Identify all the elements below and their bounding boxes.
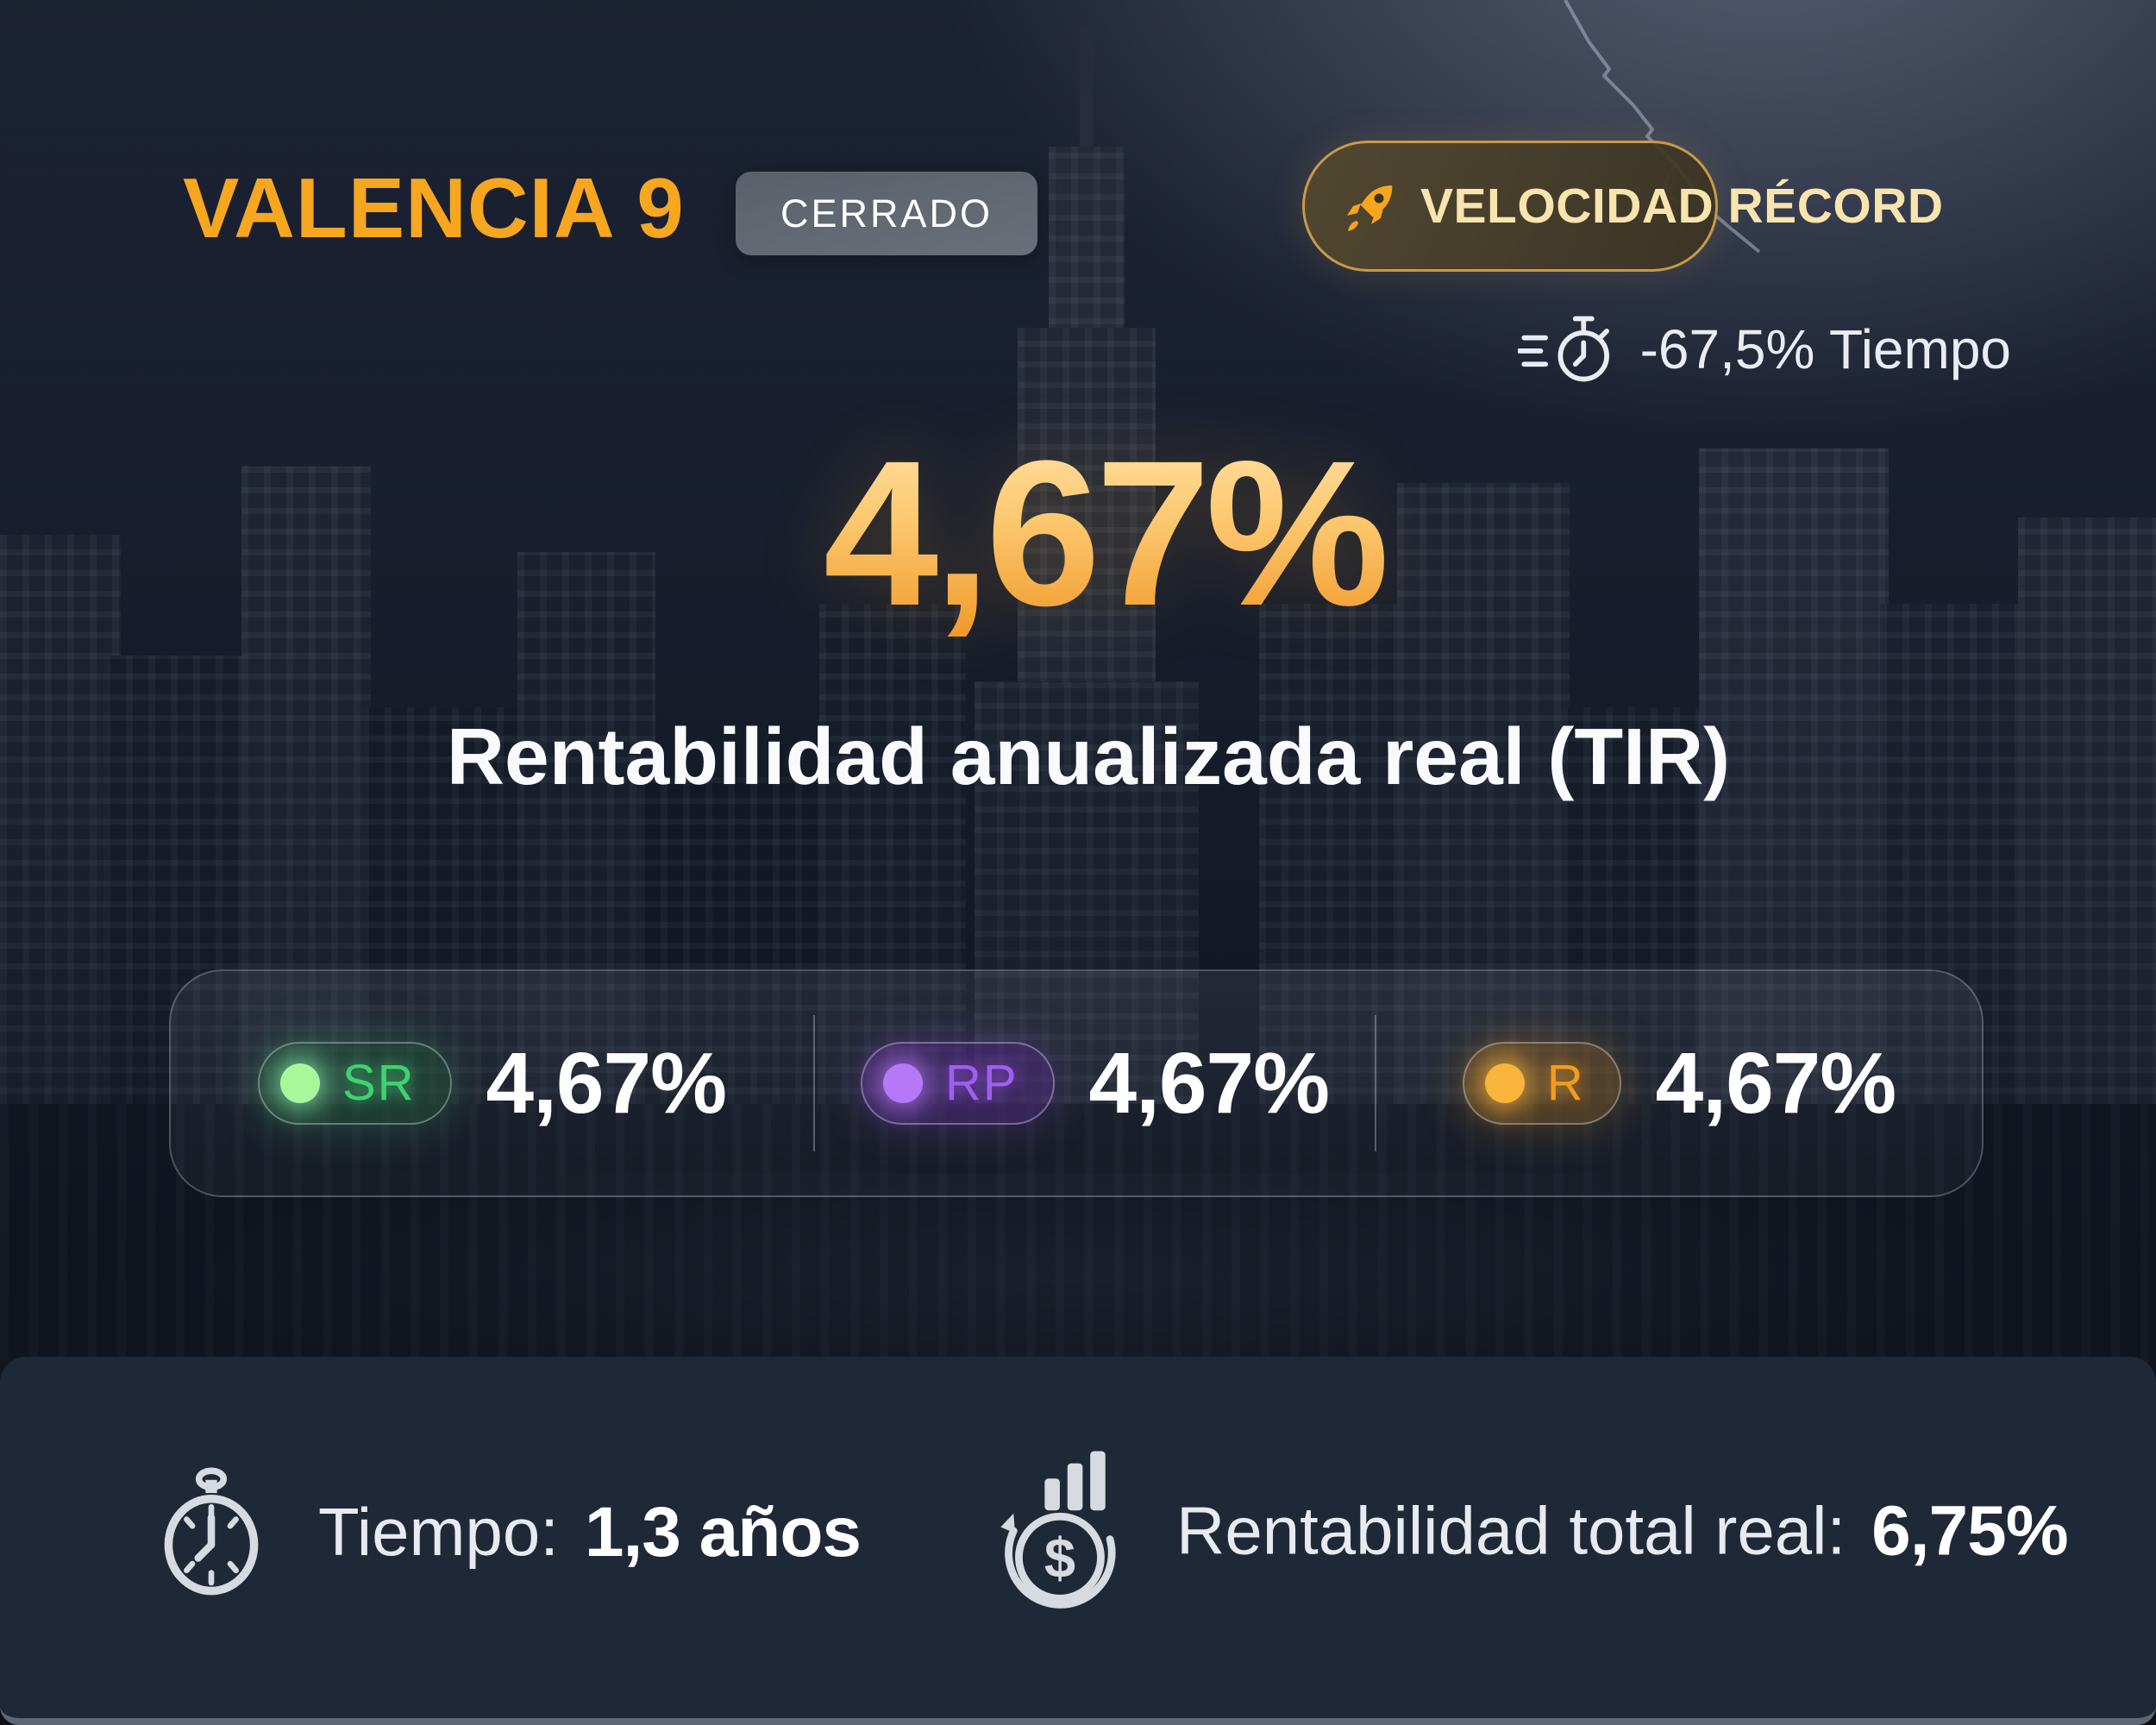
total-return-value: 6,75% xyxy=(1871,1490,2069,1570)
r-chip-label: R xyxy=(1546,1055,1585,1111)
total-return-label: Rentabilidad total real: xyxy=(1176,1492,1846,1569)
r-chip: R xyxy=(1462,1042,1621,1125)
page-title: VALENCIA 9 xyxy=(183,160,685,255)
stats-divider xyxy=(813,1015,815,1151)
speed-stopwatch-icon xyxy=(1517,316,1609,382)
footer-time: Tiempo: 1,3 años xyxy=(158,1465,862,1598)
status-badge-label: CERRADO xyxy=(780,191,993,235)
rp-value: 4,67% xyxy=(1088,1035,1331,1132)
time-label: Tiempo: xyxy=(318,1493,559,1570)
rp-chip: RP xyxy=(860,1042,1055,1125)
speed-record-label: VELOCIDAD RÉCORD xyxy=(1420,179,1944,234)
footer-total-return: $ Rentabilidad total real: 6,75% xyxy=(990,1449,2069,1613)
rp-chip-label: RP xyxy=(944,1055,1018,1111)
orange-dot-icon xyxy=(1484,1063,1525,1103)
main-metric-value: 4,67% xyxy=(26,430,2156,637)
footer-bar: Tiempo: 1,3 años $ Rentabilidad total re… xyxy=(0,1357,2156,1725)
time-saving-value: -67,5% Tiempo xyxy=(1639,318,2011,380)
money-growth-icon: $ xyxy=(1000,1451,1116,1609)
green-dot-icon xyxy=(279,1063,320,1103)
purple-dot-icon xyxy=(882,1063,923,1103)
sr-chip-label: SR xyxy=(342,1055,416,1111)
stopwatch-icon xyxy=(164,1466,259,1595)
sr-chip: SR xyxy=(257,1042,452,1125)
time-value: 1,3 años xyxy=(584,1492,862,1571)
stats-bar: SR 4,67% RP 4,67% R 4,67% xyxy=(169,969,1984,1197)
main-metric-label: Rentabilidad anualizada real (TIR) xyxy=(446,712,1731,801)
stat-group-rp: RP 4,67% xyxy=(815,971,1375,1195)
sr-value: 4,67% xyxy=(486,1035,728,1132)
dollar-glyph: $ xyxy=(1044,1526,1075,1589)
time-saving-note: -67,5% Tiempo xyxy=(1517,308,2011,391)
rocket-icon xyxy=(1347,185,1393,231)
status-badge: CERRADO xyxy=(736,172,1038,255)
speed-record-badge: VELOCIDAD RÉCORD xyxy=(1302,141,1943,272)
stat-group-sr: SR 4,67% xyxy=(171,971,813,1195)
stat-group-r: R 4,67% xyxy=(1376,971,1982,1195)
stats-divider xyxy=(1375,1015,1376,1151)
r-value: 4,67% xyxy=(1655,1035,1897,1132)
